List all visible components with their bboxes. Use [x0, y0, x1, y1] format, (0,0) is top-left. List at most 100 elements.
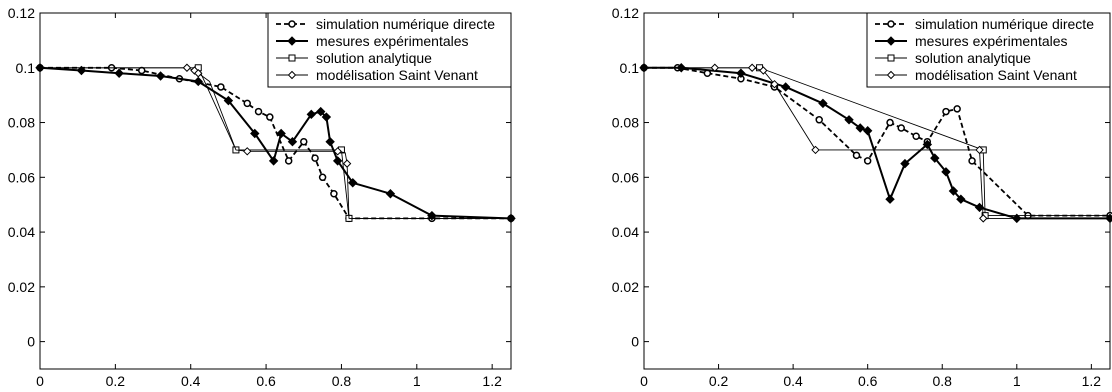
series-thin-open-diamond — [644, 63, 1110, 223]
data-point — [266, 113, 274, 121]
y-tick-label: 0.04 — [8, 224, 35, 240]
legend-box — [866, 12, 1111, 88]
x-tick-label: 0.4 — [783, 373, 803, 389]
data-point — [710, 63, 720, 72]
data-point — [900, 158, 910, 169]
data-point — [968, 157, 976, 165]
data-point — [268, 156, 279, 166]
series-solid-filled-diamond — [35, 63, 516, 224]
data-point — [243, 99, 251, 108]
x-tick-label: 1.2 — [482, 373, 502, 389]
y-tick-label: 0.02 — [612, 279, 639, 295]
data-point — [223, 95, 234, 106]
legend-label: mesures expérimentales — [915, 33, 1068, 49]
x-tick-label: 0.2 — [709, 373, 729, 389]
data-point — [243, 147, 252, 156]
legend-label: modélisation Saint Venant — [316, 67, 478, 83]
data-point — [250, 128, 260, 139]
data-point — [922, 139, 933, 150]
x-tick-label: 0.8 — [332, 373, 352, 389]
data-point — [342, 159, 352, 168]
data-point — [155, 71, 166, 81]
data-point — [348, 178, 358, 188]
legend-label: solution analytique — [915, 50, 1031, 66]
data-point — [852, 151, 861, 160]
y-tick-label: 0.02 — [8, 279, 35, 295]
data-point — [193, 76, 203, 87]
y-tick-label: 0.08 — [8, 115, 35, 131]
y-tick-label: 0.12 — [8, 5, 35, 21]
y-tick-label: 0.08 — [612, 115, 639, 131]
data-point — [254, 107, 263, 116]
data-point — [333, 147, 342, 156]
x-tick-label: 1.2 — [1082, 373, 1102, 389]
data-point — [948, 186, 959, 196]
y-tick-label: 0.06 — [612, 169, 639, 185]
legend-label: solution analytique — [316, 50, 432, 66]
data-point — [759, 66, 768, 75]
x-tick-label: 0.4 — [181, 373, 201, 389]
x-tick-label: 0.6 — [256, 373, 276, 389]
y-tick-label: 0 — [631, 334, 639, 350]
data-point — [217, 83, 225, 91]
chart-panel-1: 0 0.02 0.04 0.06 0.08 0.1 0.12 0 0.2 0.4 0.6 0.8 1 1.… — [8, 5, 516, 389]
legend-marker — [887, 20, 895, 28]
x-tick-label: 0 — [640, 373, 648, 389]
data-point — [316, 106, 326, 117]
data-point — [975, 145, 984, 155]
data-point — [844, 115, 854, 125]
data-point — [76, 65, 87, 76]
series-thin-open-diamond — [40, 63, 511, 219]
data-point — [770, 79, 779, 89]
data-point — [330, 189, 338, 198]
x-tick-label: 0 — [36, 373, 44, 389]
y-tick-label: 0.1 — [16, 60, 36, 76]
data-point — [306, 109, 317, 120]
legend-box — [267, 12, 512, 88]
legend-marker — [288, 54, 296, 62]
x-tick-label: 0.6 — [858, 373, 878, 389]
data-point — [321, 112, 332, 122]
x-tick-label: 0.2 — [106, 373, 126, 389]
y-tick-label: 0.1 — [620, 60, 640, 76]
legend-marker — [287, 36, 297, 46]
data-point — [863, 157, 872, 165]
data-point — [114, 68, 124, 78]
legend-marker — [886, 70, 896, 80]
data-point — [862, 126, 873, 136]
y-tick-label: 0.04 — [612, 224, 639, 240]
legend-marker — [288, 20, 296, 28]
data-point — [815, 116, 823, 124]
data-point — [284, 157, 293, 165]
data-point — [332, 156, 343, 166]
legend-marker — [287, 70, 297, 80]
data-point — [942, 107, 950, 116]
data-point — [318, 173, 327, 182]
y-tick-label: 0.06 — [8, 169, 35, 185]
data-point — [885, 194, 895, 204]
data-point — [137, 66, 146, 75]
data-point — [811, 145, 820, 155]
data-point — [912, 132, 920, 140]
y-tick-label: 0 — [27, 334, 35, 350]
data-point — [953, 105, 961, 113]
data-point — [956, 194, 966, 204]
data-point — [736, 68, 746, 78]
legend-marker — [886, 36, 896, 46]
data-point — [930, 153, 940, 163]
data-point — [818, 98, 828, 109]
legend-label: simulation numérique directe — [915, 16, 1094, 32]
y-tick-label: 0.12 — [612, 5, 639, 21]
data-point — [182, 63, 192, 72]
data-point — [747, 63, 757, 72]
legend-label: modélisation Saint Venant — [915, 67, 1077, 83]
data-point — [886, 118, 894, 127]
legend-marker — [887, 54, 895, 62]
data-point — [300, 137, 308, 146]
x-tick-label: 1 — [413, 373, 421, 389]
data-point — [385, 189, 396, 199]
legend-label: simulation numérique directe — [316, 16, 495, 32]
data-point — [897, 124, 905, 132]
